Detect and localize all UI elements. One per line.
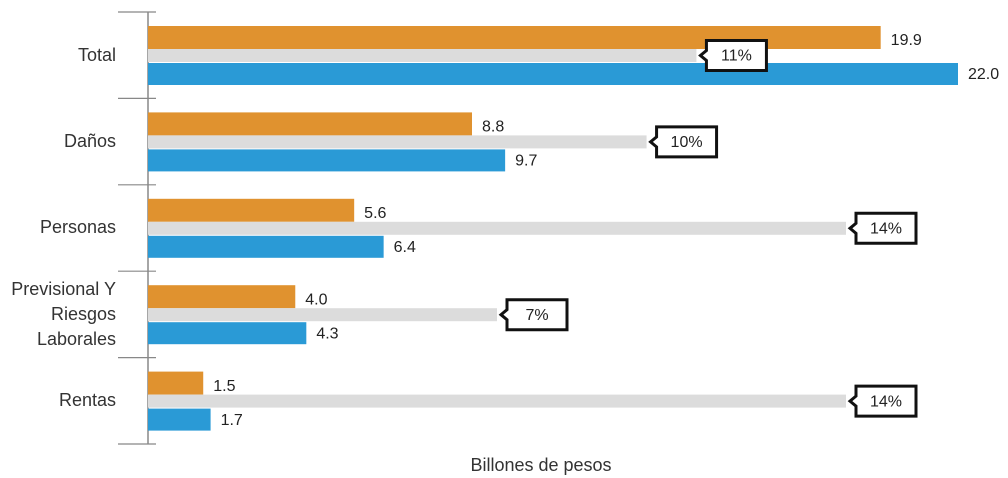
bar	[148, 112, 472, 136]
callout-label: 14%	[870, 393, 902, 410]
bar	[148, 394, 846, 408]
value-label: 1.5	[213, 378, 235, 395]
callout-label: 7%	[525, 307, 548, 324]
bar	[148, 408, 211, 431]
bar	[148, 49, 697, 62]
category-label: Personas	[39, 217, 116, 238]
bar	[148, 221, 846, 235]
value-label: 5.6	[364, 205, 386, 222]
value-label: 9.7	[515, 153, 537, 170]
callout-box	[648, 125, 719, 159]
value-label: 4.3	[316, 325, 338, 342]
callout-label: 11%	[721, 48, 752, 65]
value-label: 8.8	[482, 119, 504, 136]
value-label: 19.9	[891, 32, 922, 49]
value-label: 1.7	[221, 412, 243, 429]
callout-box	[847, 384, 918, 418]
category-label: Daños	[63, 131, 116, 152]
bar	[148, 198, 355, 222]
category-label: Total	[77, 44, 116, 65]
bar	[148, 235, 384, 258]
value-label: 4.0	[305, 291, 327, 308]
callout-box	[698, 39, 768, 72]
category-label: Rentas	[58, 390, 116, 411]
callout-box	[847, 211, 918, 245]
callout-box	[498, 298, 569, 332]
bar	[148, 308, 497, 322]
value-label: 22.0	[968, 66, 999, 83]
callout-label: 10%	[671, 134, 703, 151]
bar	[148, 322, 307, 345]
bar	[148, 26, 881, 49]
x-axis-label: Billones de pesos	[470, 455, 611, 475]
callout-label: 14%	[870, 221, 902, 238]
value-label: 6.4	[394, 239, 416, 256]
bar	[148, 135, 647, 149]
bar	[148, 371, 204, 395]
bar	[148, 63, 958, 85]
bar	[148, 285, 296, 309]
bar	[148, 149, 506, 172]
category-label: Previsional Y Riesgos Laborales	[11, 278, 116, 349]
